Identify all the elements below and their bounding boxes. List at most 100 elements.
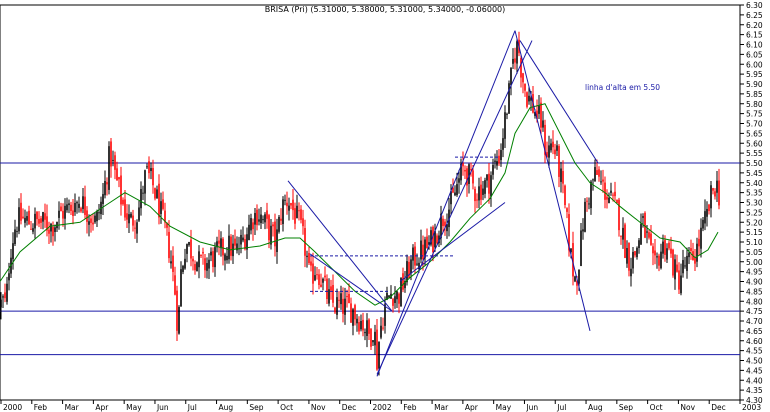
candle-body [468,164,470,184]
candle-body [344,298,346,315]
x-tick-label: Mar [434,403,449,412]
candle-body [612,194,614,196]
candle-body [84,196,86,215]
candle-body [220,238,222,249]
x-tick-label: Aug [588,403,603,412]
candle-body [466,168,468,186]
trend-line [376,30,516,377]
candle-body [144,170,146,194]
candle-body [540,102,542,128]
y-tick-label: 4.90 [746,278,763,287]
y-tick-label: 5.95 [746,70,763,79]
candle-body [552,141,554,148]
y-tick-label: 4.45 [746,366,763,375]
candle-body [376,329,378,370]
candle-body [170,261,172,264]
candle-body [44,213,46,220]
y-tick-label: 6.25 [746,11,763,20]
candle-body [160,201,162,214]
candle-body [610,190,612,193]
candle-body [90,218,92,223]
y-tick-label: 4.65 [746,327,763,336]
candle-body [326,278,328,300]
candle-body [412,247,414,261]
candle-body [694,258,696,264]
y-tick-label: 6.00 [746,60,763,69]
candle-body [262,219,264,221]
candle-body [666,248,668,260]
candle-body [558,146,560,177]
y-tick-label: 4.60 [746,337,763,346]
candle-body [490,175,492,197]
candle-body [64,205,66,219]
candle-body [452,187,454,193]
candle-body [340,293,342,305]
candle-body [686,255,688,271]
candle-body [580,230,582,266]
candle-body [628,242,630,271]
candle-body [310,261,312,266]
candle-body [72,210,74,217]
x-tick-label: May [126,403,142,412]
candle-body [578,269,580,284]
y-tick-label: 5.20 [746,218,763,227]
candle-body [626,248,628,264]
candle-body [530,97,532,101]
candle-body [302,218,304,227]
candle-body [638,240,640,249]
candle-body [380,325,382,338]
candle-body [714,191,716,197]
trend-line [514,30,591,331]
candle-body [584,201,586,232]
candle-body [284,199,286,201]
candle-body [544,124,546,155]
candle-body [374,331,376,346]
candle-body [0,299,2,308]
candle-body [662,241,664,254]
candle-body [254,213,256,225]
candle-body [608,197,610,203]
candle-body [124,199,126,218]
candle-body [58,210,60,218]
candle-body [92,222,94,225]
candle-body [154,188,156,199]
candle-body [24,217,26,223]
candle-body [440,213,442,239]
candle-body [22,216,24,218]
candle-body [718,180,720,206]
candle-body [446,224,448,232]
x-tick-label: Jun [525,403,538,412]
candle-body [68,203,70,206]
candle-body [106,182,108,185]
candle-body [640,223,642,245]
candle-body [146,166,148,168]
candle-body [586,200,588,202]
candle-body [594,167,596,182]
candle-body [512,58,514,64]
x-tick-label: 2002 [373,403,392,412]
candle-body [492,164,494,175]
candle-body [330,286,332,291]
candle-body [272,224,274,227]
candle-body [436,235,438,244]
y-tick-label: 4.40 [746,376,763,385]
candle-body [142,192,144,194]
candle-body [180,269,182,307]
candle-body [702,219,704,229]
y-tick-label: 5.55 [746,149,763,158]
candle-body [394,296,396,304]
candle-body [434,230,436,248]
candle-body [590,181,592,209]
candle-body [432,226,434,253]
candle-body [370,328,372,347]
candle-body [152,168,154,186]
y-tick-label: 5.10 [746,238,763,247]
candle-body [500,150,502,161]
y-tick-label: 4.35 [746,386,763,395]
candle-body [178,306,180,334]
candle-body [4,292,6,299]
candle-body [650,233,652,245]
candle-body [134,227,136,229]
candle-body [592,179,594,181]
x-tick-label: Nov [311,403,326,412]
